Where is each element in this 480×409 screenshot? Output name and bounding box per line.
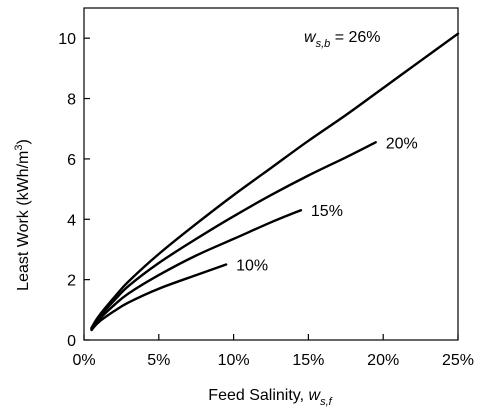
x-tick-label: 10% <box>218 352 250 369</box>
series-line-20pct <box>90 141 377 330</box>
plot-frame <box>83 7 459 341</box>
brine-salinity-annotation: ws,b = 26% <box>304 29 381 50</box>
y-tick-label: 10 <box>58 31 76 48</box>
x-tick-label: 25% <box>442 352 474 369</box>
y-tick-label: 8 <box>67 92 76 109</box>
y-axis-label: Least Work (kWh/m3) <box>13 139 32 291</box>
x-tick-label: 15% <box>292 352 324 369</box>
y-tick-label: 4 <box>67 212 76 229</box>
x-tick-label: 5% <box>147 352 170 369</box>
series-group: 20% 15% 10% <box>90 32 460 332</box>
series-line-10pct <box>90 263 228 332</box>
series-label-20pct: 20% <box>386 135 418 152</box>
x-tick-label: 0% <box>72 352 95 369</box>
y-axis-ticks: 0 2 4 6 8 10 <box>58 31 90 350</box>
y-tick-label: 2 <box>67 273 76 290</box>
series-label-15pct: 15% <box>311 203 343 220</box>
x-axis-label: Feed Salinity, ws,f <box>208 387 332 408</box>
y-tick-label: 0 <box>67 333 76 350</box>
series-line-26pct <box>90 32 460 330</box>
x-axis-ticks: 0% 5% 10% 15% 20% 25% <box>72 334 474 369</box>
plot-area <box>83 7 459 341</box>
x-tick-label: 20% <box>367 352 399 369</box>
series-line-15pct <box>90 209 303 331</box>
y-tick-label: 6 <box>67 152 76 169</box>
series-label-10pct: 10% <box>236 258 268 275</box>
